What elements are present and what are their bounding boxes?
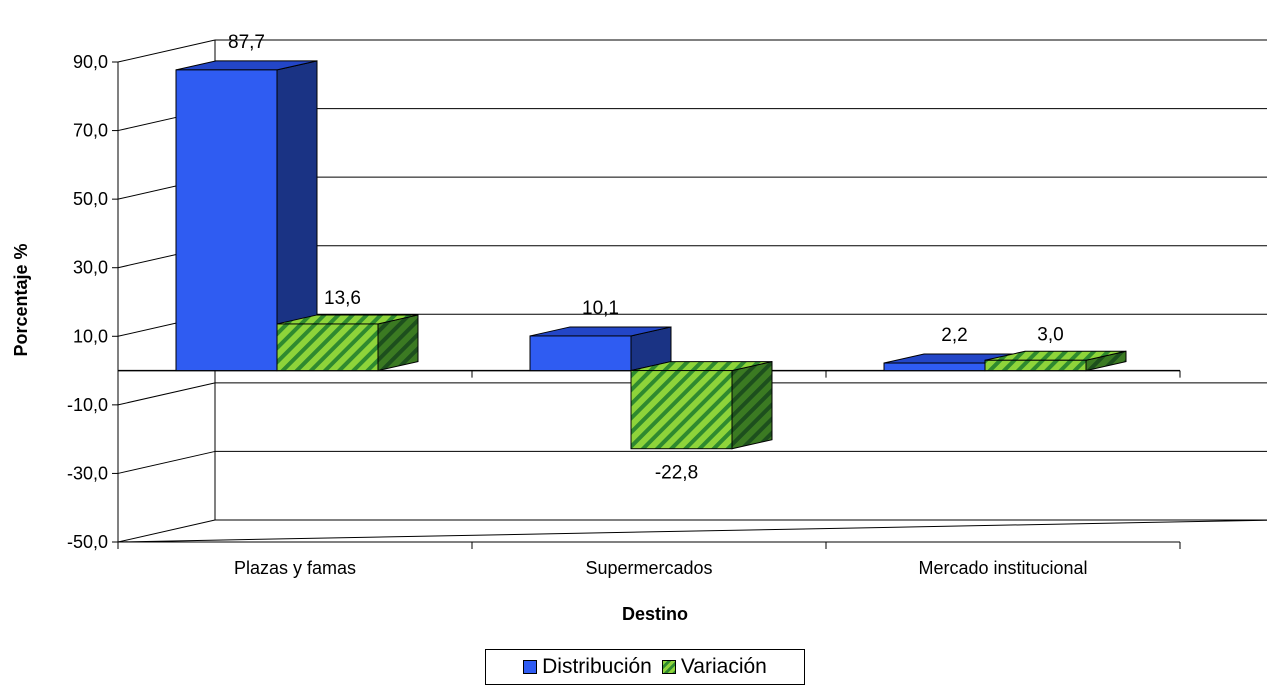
bar-variacion-front bbox=[276, 323, 379, 372]
legend-item-variacion: Variación bbox=[661, 655, 767, 679]
gridline-side bbox=[117, 382, 216, 406]
y-tick-label: 90,0 bbox=[73, 52, 108, 72]
labels: 87,7 13,6 10,1 -22,8 2,2 3,0 bbox=[228, 32, 1064, 484]
data-label-variacion: 3,0 bbox=[1037, 324, 1063, 345]
legend-swatch-distribucion bbox=[523, 660, 538, 674]
data-label-variacion: 13,6 bbox=[324, 288, 361, 309]
y-tick-label: -10,0 bbox=[67, 395, 108, 415]
legend-swatch-variacion bbox=[661, 660, 676, 674]
floor-diagonal bbox=[117, 519, 1267, 543]
y-tick-label: 30,0 bbox=[73, 258, 108, 278]
bars bbox=[175, 60, 1127, 450]
bar-variacion-front bbox=[984, 359, 1087, 372]
data-label-distribucion: 10,1 bbox=[582, 298, 619, 319]
x-tick-label: Mercado institucional bbox=[918, 558, 1087, 578]
y-tick-label: 10,0 bbox=[73, 326, 108, 346]
bar-variacion-front bbox=[630, 370, 733, 450]
y-axis-title: Porcentaje % bbox=[11, 243, 31, 356]
bar-variacion-side bbox=[731, 360, 773, 450]
x-tick-label: Supermercados bbox=[585, 558, 712, 578]
y-tick-label: 50,0 bbox=[73, 189, 108, 209]
legend-label-distribucion: Distribución bbox=[542, 655, 652, 678]
bar-variacion-side bbox=[377, 314, 419, 372]
gridline-side bbox=[117, 39, 216, 63]
legend-label-variacion: Variación bbox=[680, 655, 767, 678]
y-tick-label: 70,0 bbox=[73, 121, 108, 141]
bar-distribucion-front bbox=[883, 362, 986, 372]
y-tick-label: -50,0 bbox=[67, 532, 108, 552]
legend-item-distribucion: Distribución bbox=[523, 655, 652, 679]
bar-distribucion-front bbox=[175, 69, 278, 372]
gridline-side bbox=[117, 519, 216, 543]
x-tick-label: Plazas y famas bbox=[234, 558, 356, 578]
data-label-distribucion: 87,7 bbox=[228, 32, 265, 53]
bar-distribucion-front bbox=[529, 335, 632, 372]
legend: Distribución Variación bbox=[485, 649, 805, 685]
y-tick-label: -30,0 bbox=[67, 463, 108, 483]
data-label-distribucion: 2,2 bbox=[941, 325, 967, 346]
x-axis-title: Destino bbox=[622, 604, 688, 624]
data-label-variacion: -22,8 bbox=[655, 463, 698, 484]
gridline-side bbox=[117, 450, 216, 474]
